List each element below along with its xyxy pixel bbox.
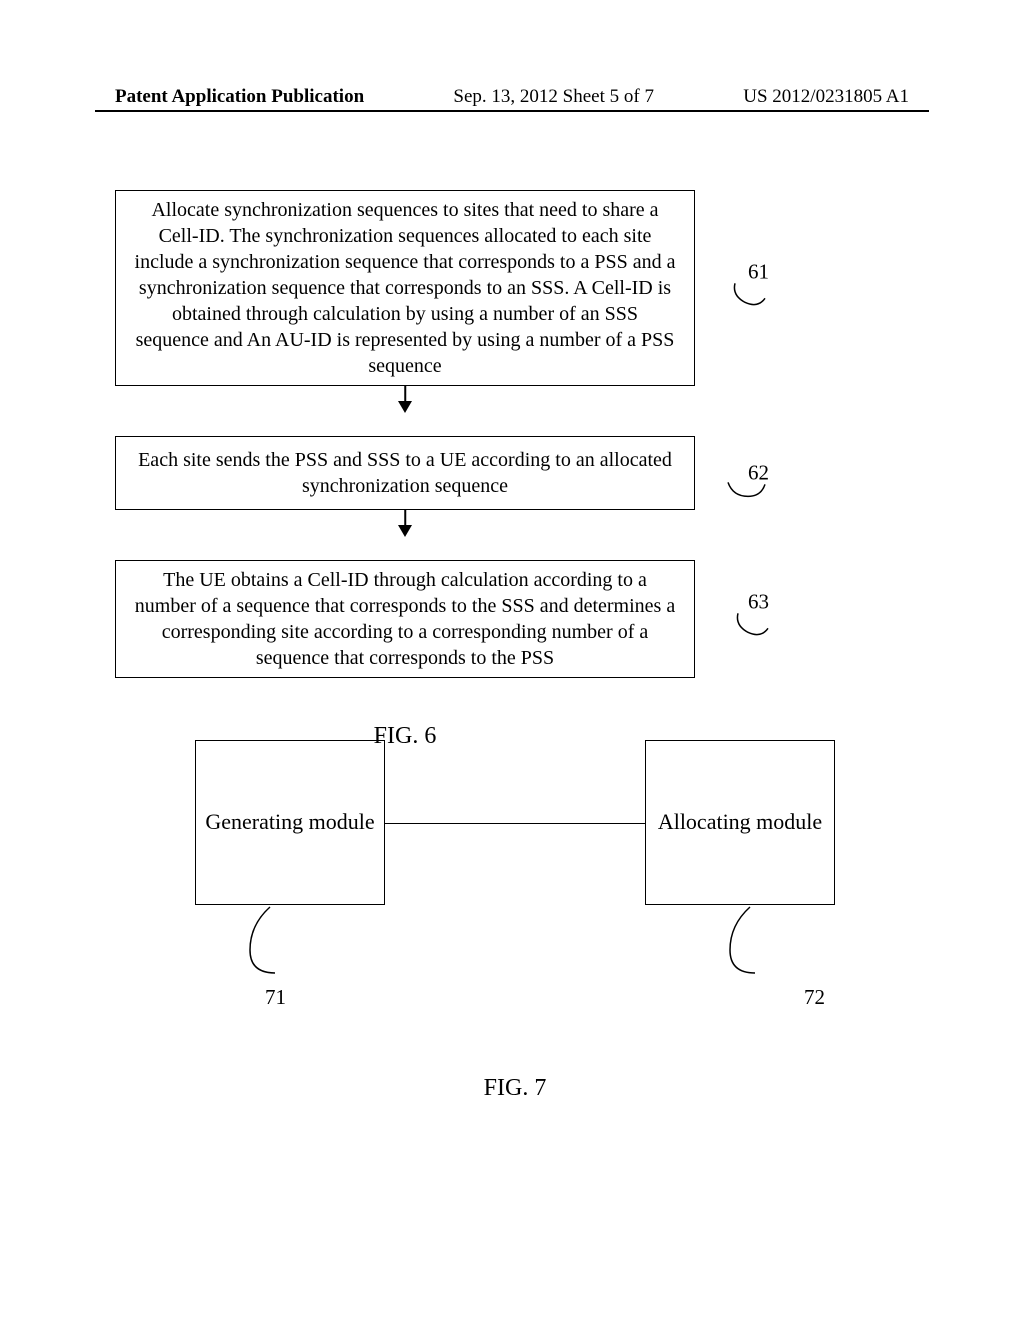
fig7-container: Generating module Allocating module 71 7…: [195, 740, 835, 1102]
arrow-1: [115, 386, 695, 411]
flow-box-2-text: Each site sends the PSS and SSS to a UE …: [138, 449, 672, 497]
ref-62: 62: [748, 459, 769, 486]
flow-box-1-text: Allocate synchronization sequences to si…: [135, 199, 676, 377]
ref-61: 61: [748, 259, 769, 286]
ref-63: 63: [748, 588, 769, 615]
arrow-head-icon: [398, 525, 412, 537]
header-center: Sep. 13, 2012 Sheet 5 of 7: [453, 86, 654, 108]
allocating-module-text: Allocating module: [658, 808, 822, 837]
header-divider: [95, 110, 929, 112]
flow-box-1: Allocate synchronization sequences to si…: [115, 190, 695, 386]
allocating-module: Allocating module: [645, 740, 835, 905]
generating-module-text: Generating module: [205, 808, 374, 837]
page-header: Patent Application Publication Sep. 13, …: [0, 86, 1024, 108]
arrow-head-icon: [398, 401, 412, 413]
flow-box-3-text: The UE obtains a Cell-ID through calcula…: [135, 569, 675, 669]
ref-connector-icon: [733, 610, 773, 640]
ref-71-connector-icon: [235, 905, 305, 990]
ref-72: 72: [804, 985, 825, 1010]
ref-72-connector-icon: [715, 905, 785, 990]
flow-box-2: Each site sends the PSS and SSS to a UE …: [115, 436, 695, 510]
fig6-container: Allocate synchronization sequences to si…: [115, 190, 875, 750]
ref-connector-icon: [730, 281, 770, 311]
module-refs: 71 72: [195, 905, 835, 1015]
header-right: US 2012/0231805 A1: [743, 86, 909, 108]
flow-box-3: The UE obtains a Cell-ID through calcula…: [115, 560, 695, 678]
header-left: Patent Application Publication: [115, 86, 364, 108]
module-row: Generating module Allocating module: [195, 740, 835, 905]
arrow-2: [115, 510, 695, 535]
generating-module: Generating module: [195, 740, 385, 905]
ref-71: 71: [265, 985, 286, 1010]
module-connector: [385, 823, 645, 825]
fig7-label: FIG. 7: [195, 1075, 835, 1102]
ref-connector-icon: [723, 474, 768, 504]
